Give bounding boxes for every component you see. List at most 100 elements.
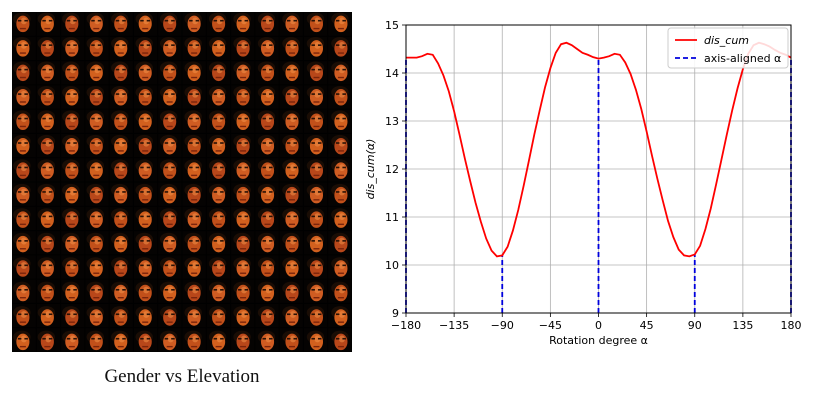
legend: dis_cum axis-aligned α <box>667 27 789 69</box>
face-thumbnail <box>61 182 85 206</box>
face-thumbnail <box>255 85 279 109</box>
face-thumbnail <box>279 85 303 109</box>
face-thumbnail <box>158 279 182 303</box>
face-thumbnail <box>279 279 303 303</box>
face-thumbnail <box>328 109 352 133</box>
face-thumbnail <box>206 109 231 133</box>
face-thumbnail <box>303 36 328 61</box>
face-thumbnail <box>85 279 109 303</box>
face-thumbnail <box>328 36 352 61</box>
face-thumbnail <box>12 109 36 133</box>
face-thumbnail <box>255 231 279 255</box>
face-thumbnail <box>36 109 61 133</box>
face-thumbnail <box>158 255 182 279</box>
x-tick-label: 0 <box>595 319 602 332</box>
face-thumbnail <box>36 61 61 85</box>
face-thumbnail <box>279 36 303 61</box>
face-thumbnail <box>182 61 206 85</box>
face-thumbnail <box>231 109 255 133</box>
face-thumbnail <box>85 255 109 279</box>
face-thumbnail <box>231 279 255 303</box>
line-chart: −180 −135 −90 −45 0 45 90 135 180 9 10 11 12 13 14 15 R… <box>364 19 802 347</box>
face-thumbnail <box>303 303 328 328</box>
face-thumbnail <box>36 279 61 303</box>
face-thumbnail <box>255 206 279 231</box>
face-thumbnail <box>85 231 109 255</box>
legend-box <box>667 27 789 69</box>
face-thumbnail <box>328 206 352 231</box>
face-thumbnail <box>158 36 182 61</box>
face-thumbnail <box>328 328 352 352</box>
face-thumbnail <box>158 61 182 85</box>
face-thumbnail <box>182 158 206 182</box>
face-thumbnail <box>206 12 231 36</box>
face-thumbnail <box>328 12 352 36</box>
face-thumbnail <box>231 182 255 206</box>
face-thumbnail <box>182 231 206 255</box>
face-thumbnail <box>231 303 255 328</box>
face-thumbnail <box>231 328 255 352</box>
face-thumbnail <box>279 328 303 352</box>
y-axis-label: dis_cum(α) <box>364 139 377 200</box>
face-thumbnail <box>206 206 231 231</box>
face-thumbnail <box>133 231 158 255</box>
face-thumbnail <box>36 36 61 61</box>
face-thumbnail <box>158 303 182 328</box>
face-thumbnail <box>85 328 109 352</box>
face-thumbnail <box>303 133 328 158</box>
face-thumbnail <box>255 36 279 61</box>
face-thumbnail <box>231 133 255 158</box>
face-thumbnail <box>303 12 328 36</box>
face-thumbnail <box>303 328 328 352</box>
face-thumbnail <box>158 231 182 255</box>
y-tick-label: 14 <box>385 67 399 80</box>
face-thumbnail <box>182 85 206 109</box>
face-thumbnail <box>109 12 133 36</box>
face-thumbnail <box>231 158 255 182</box>
face-thumbnail <box>85 12 109 36</box>
face-thumbnail <box>158 182 182 206</box>
face-thumbnail <box>158 12 182 36</box>
series-line-dis-cum <box>406 41 792 258</box>
y-tick-label: 11 <box>385 211 399 224</box>
face-thumbnail <box>61 61 85 85</box>
face-thumbnail <box>12 303 36 328</box>
face-thumbnail <box>303 182 328 206</box>
face-thumbnail <box>61 133 85 158</box>
face-thumbnail <box>61 328 85 352</box>
face-thumbnail <box>231 231 255 255</box>
face-thumbnail <box>36 182 61 206</box>
face-thumbnail <box>279 12 303 36</box>
face-thumbnail <box>255 255 279 279</box>
legend-label: dis_cum <box>704 34 749 47</box>
x-axis-label: Rotation degree α <box>549 334 648 347</box>
face-thumbnail <box>61 255 85 279</box>
face-thumbnail <box>36 158 61 182</box>
face-thumbnail <box>133 12 158 36</box>
face-thumbnail <box>158 328 182 352</box>
face-thumbnail <box>133 328 158 352</box>
face-thumbnail <box>36 328 61 352</box>
face-thumbnail <box>109 36 133 61</box>
face-thumbnail <box>36 206 61 231</box>
face-thumbnail <box>133 182 158 206</box>
face-thumbnail <box>109 231 133 255</box>
face-thumbnail <box>133 109 158 133</box>
face-thumbnail <box>133 303 158 328</box>
y-tick-label: 10 <box>385 259 399 272</box>
face-thumbnail <box>133 61 158 85</box>
face-thumbnail <box>182 133 206 158</box>
face-thumbnail <box>182 328 206 352</box>
face-thumbnail <box>36 85 61 109</box>
face-thumbnail <box>61 158 85 182</box>
face-thumbnail <box>12 206 36 231</box>
face-thumbnail <box>61 231 85 255</box>
face-thumbnail <box>279 231 303 255</box>
face-thumbnail <box>328 279 352 303</box>
face-thumbnail <box>328 255 352 279</box>
face-thumbnail <box>36 133 61 158</box>
face-thumbnail <box>206 279 231 303</box>
face-thumbnail <box>12 158 36 182</box>
face-thumbnail <box>182 206 206 231</box>
face-thumbnail <box>182 303 206 328</box>
